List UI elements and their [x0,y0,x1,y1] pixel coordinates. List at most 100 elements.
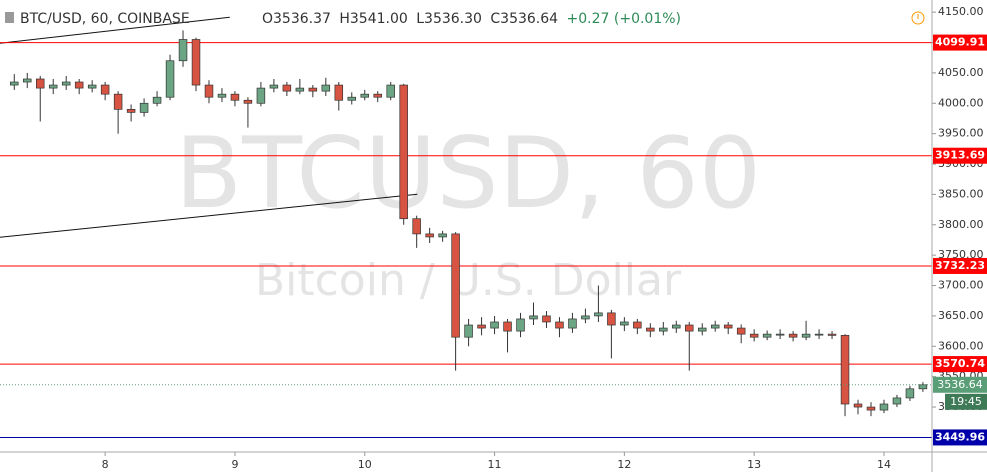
candle-body [464,324,473,338]
y-tick-label: 4150.00 [938,5,984,18]
x-tick-label: 13 [747,458,761,471]
candle-body [321,84,331,92]
candle-body [723,324,733,329]
candle-body [256,87,266,104]
level-label: 3449.96 [935,430,985,443]
open-value: O3536.37 [262,11,331,27]
candle-body [269,84,279,89]
candle-body [139,102,149,113]
candle-body [308,87,318,92]
candle-body [165,60,175,98]
candle-body [710,324,720,329]
candle-body [542,315,551,323]
candle-body [10,81,19,86]
candle-body [633,321,642,329]
candle-body [243,99,253,104]
candle-body [191,39,201,86]
y-tick-label: 3800.00 [938,218,984,231]
y-tick-label: 3650.00 [938,309,984,322]
candle-body [334,84,344,101]
candle-body [126,109,136,113]
x-tick-label: 9 [231,458,238,471]
candle-body [477,324,486,329]
x-tick-label: 14 [877,458,891,471]
candle-body [451,233,460,338]
symbol[interactable]: BTC/USD, 60, COINBASE [20,11,190,27]
level-label: 3570.74 [935,357,985,370]
x-tick-label: 12 [617,458,631,471]
candle-body [217,93,227,98]
level-label-bg [933,356,987,373]
level-label: 4099.91 [935,36,985,49]
symbol-icon [5,12,14,23]
level-label: 3732.23 [935,259,985,272]
candle-body [282,84,292,92]
level-label-bg [933,257,987,274]
level-label-bg [933,429,987,446]
trend-line [0,193,418,238]
y-tick-label: 3600.00 [938,339,984,352]
candle-body [814,333,824,336]
candle-body [360,93,369,98]
candle-body [204,84,214,98]
ohlc-values: O3536.37 H3541.00 L3536.30 C3536.64 +0.2… [262,11,681,27]
close-value: C3536.64 [490,11,558,27]
level-label-bg [933,34,987,51]
y-tick-label: 3850.00 [938,187,984,200]
axes: 3500.003550.003600.003650.003700.003750.… [102,5,987,471]
y-tick-label: 4050.00 [938,66,984,79]
candle-body [788,333,798,338]
x-tick-label: 8 [102,458,109,471]
level-label-bg [933,147,987,164]
candle-body [659,327,668,332]
candle-body [373,93,382,98]
candle-body [178,39,188,62]
candle-body [412,218,421,235]
candle-body [152,96,162,104]
level-label: 3913.69 [935,149,985,162]
x-tick-label: 11 [488,458,502,471]
candle-body [736,327,746,335]
candle-body [801,333,811,338]
last-price-label-bg [933,376,987,393]
candle-body [672,324,681,329]
candle-body [529,315,538,320]
low-value: L3536.30 [416,11,482,27]
y-tick-label: 3700.00 [938,279,984,292]
candle-body [827,333,837,336]
trend-line [0,16,230,44]
candle-body [295,87,305,92]
last-price-label: 3536.64 [937,378,983,391]
candle-body [698,327,707,332]
candle-body [918,384,928,390]
candle-body [48,84,58,89]
candle-body [230,93,240,101]
candle-body [23,78,32,83]
candle-body [620,321,629,326]
change-value: +0.27 (+0.01%) [567,11,681,27]
candle-body [490,321,499,329]
candle-body [905,388,915,399]
y-tick-label: 3750.00 [938,248,984,261]
candle-body [100,84,110,95]
candle-body [74,81,84,89]
candle-body [594,312,603,317]
candle-body [749,333,759,338]
candle-body [61,81,71,86]
candle-body [892,397,902,405]
high-value: H3541.00 [339,11,407,27]
candle-body [840,335,850,405]
candle-body [581,315,590,320]
alert-icon[interactable] [911,11,925,25]
watermark-sub: Bitcoin / U.S. Dollar [255,255,682,306]
candle-body [853,403,863,408]
countdown: 19:45 [950,395,982,408]
y-tick-label: 4000.00 [938,96,984,109]
candle-body [866,406,876,411]
candle-body [438,233,447,238]
watermark: BTCUSD, 60 [175,117,761,231]
candle-body [762,333,772,338]
x-tick-label: 10 [358,458,372,471]
